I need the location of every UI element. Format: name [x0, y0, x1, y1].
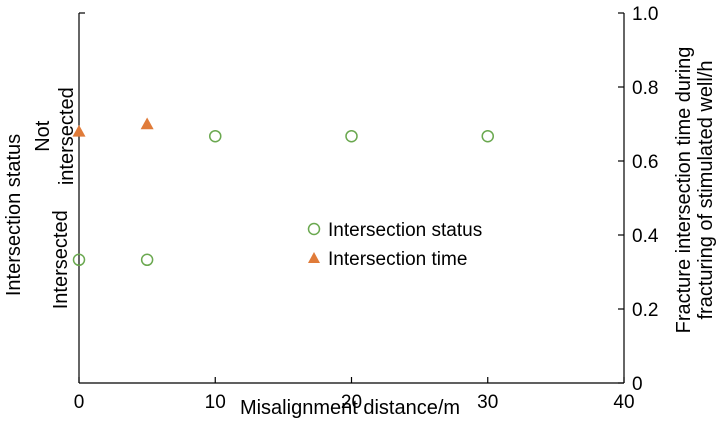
x-axis-title: Misalignment distance/m	[240, 397, 460, 419]
left-category-label-not-intersected-line-2: intersected	[56, 87, 78, 185]
time-point-1	[140, 117, 154, 130]
legend-triangle-icon	[308, 252, 320, 263]
x-tick-label-30: 30	[477, 392, 498, 413]
status-point-2	[209, 129, 222, 143]
legend-label-intersection-status: Intersection status	[328, 220, 482, 241]
status-point-1	[140, 253, 154, 267]
left-category-label-not-intersected-line-1: Not	[32, 120, 54, 152]
time-point-0	[72, 124, 86, 137]
status-point-4	[481, 129, 494, 143]
legend: Intersection status Intersection time	[300, 212, 522, 274]
right-y-tick-label-0.6: 0.6	[632, 152, 658, 173]
right-y-tick-label-0.8: 0.8	[632, 78, 658, 99]
x-tick-label-20: 20	[341, 392, 362, 413]
status-point-0	[72, 253, 86, 267]
left-category-label-intersected: Intersected	[50, 210, 72, 309]
left-y-axis-title: Intersection status	[3, 134, 25, 296]
legend-label-intersection-time: Intersection time	[328, 249, 467, 270]
legend-circle-icon	[307, 222, 321, 236]
right-y-tick-label-0: 0	[632, 374, 643, 395]
right-y-axis-title-line-2: fracturing of stimulated well/h	[695, 60, 717, 319]
status-point-3	[345, 129, 358, 143]
left-category-labels: Intersected Not intersected	[32, 87, 78, 309]
x-tick-label-0: 0	[74, 392, 85, 413]
data-points	[72, 117, 494, 267]
right-y-tick-label-0.4: 0.4	[632, 226, 659, 247]
right-y-axis-title-line-1: Fracture intersection time during	[673, 47, 695, 334]
x-tick-label-40: 40	[613, 392, 634, 413]
legend-box	[300, 212, 522, 274]
x-tick-label-10: 10	[205, 392, 226, 413]
right-y-tick-label-1: 1.0	[632, 4, 658, 25]
right-y-tick-label-0.2: 0.2	[632, 300, 658, 321]
